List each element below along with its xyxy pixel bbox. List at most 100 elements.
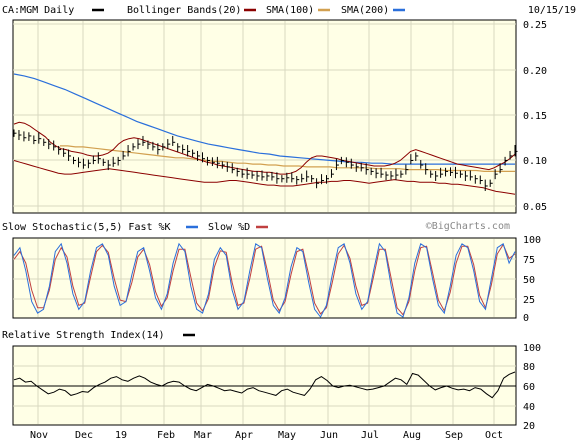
price-panel: CA:MGM Daily Bollinger Bands(20) SMA(100… [2, 5, 576, 232]
price-bar [405, 164, 409, 175]
price-bar [425, 163, 429, 175]
price-bar [201, 152, 205, 163]
rsi-panel: Relative Strength Index(14) 100 80 60 40… [2, 330, 541, 432]
price-bar [157, 143, 161, 155]
price-bar [127, 145, 131, 157]
price-panel-frame [12, 19, 517, 214]
price-bar [48, 139, 52, 150]
price-bar [246, 167, 250, 180]
price-bar [261, 170, 265, 181]
stochastic-panel: Slow Stochastic(5,5) Fast %K Slow %D 100… [2, 222, 541, 324]
price-bar [107, 160, 111, 171]
price-bar [53, 140, 57, 151]
stoch-tick-label-2: 50 [523, 275, 535, 286]
price-bar [291, 172, 295, 183]
price-bar [375, 168, 379, 179]
x-tick-label-6: May [278, 430, 296, 441]
price-bar [162, 143, 166, 151]
price-bar [321, 174, 325, 185]
price-bar [266, 172, 270, 181]
price-bar [147, 140, 151, 150]
price-bar [330, 169, 334, 178]
x-tick-label-7: Jun [320, 430, 338, 441]
stoch-tick-label-1: 75 [523, 255, 535, 266]
stoch-tick-label-0: 100 [523, 235, 541, 246]
price-bar [206, 156, 210, 166]
price-bar [415, 152, 419, 161]
stochastic-panel-frame [12, 237, 517, 319]
price-bar [454, 166, 458, 179]
price-bar [221, 161, 225, 169]
price-bar [236, 167, 240, 177]
price-bar [370, 167, 374, 176]
price-bar [187, 145, 191, 157]
price-bar [316, 178, 320, 189]
price-tick-label-4: 0.05 [523, 202, 547, 213]
price-tick-label-3: 0.10 [523, 156, 547, 167]
price-bar [440, 167, 444, 178]
stoch-tick-label-4: 0 [523, 313, 529, 324]
x-tick-label-4: Mar [194, 430, 212, 441]
sma200-line [13, 73, 515, 165]
price-bar [410, 154, 414, 165]
slow-d-line [13, 243, 516, 316]
x-tick-label-3: Feb [157, 430, 175, 441]
x-tick-label-2: 19 [115, 430, 127, 441]
price-bar [340, 156, 344, 165]
price-bar [326, 175, 330, 184]
price-bar [296, 175, 300, 185]
price-bar [28, 132, 32, 141]
price-bar [23, 131, 27, 142]
price-bar [281, 175, 285, 183]
price-bar [172, 135, 176, 146]
x-tick-label-8: Jul [361, 430, 379, 441]
price-bar [152, 141, 156, 151]
price-bar [430, 170, 434, 178]
price-bar [420, 160, 424, 169]
price-bar [182, 144, 186, 154]
price-bar [400, 170, 404, 178]
price-bars [13, 129, 518, 191]
price-bar [311, 175, 315, 183]
price-gridlines [13, 21, 516, 212]
price-bar [82, 158, 86, 169]
bollinger-upper-line [13, 121, 516, 175]
price-bar [301, 173, 305, 183]
rsi-tick-label-0: 100 [523, 343, 541, 354]
price-bar [177, 143, 181, 152]
price-bar [231, 163, 235, 174]
price-bar [479, 175, 483, 185]
price-bar [385, 171, 389, 181]
price-bar [494, 169, 498, 180]
fast-k-line [13, 242, 516, 318]
price-bar [137, 139, 141, 150]
price-bar [504, 156, 508, 166]
x-tick-label-11: Oct [485, 430, 503, 441]
price-bar [13, 129, 17, 137]
price-bar [43, 138, 47, 146]
x-tick-label-10: Sep [445, 430, 463, 441]
price-bar [469, 170, 473, 181]
price-tick-label-0: 0.25 [523, 20, 547, 31]
price-bar [365, 163, 369, 175]
rsi-tick-label-3: 40 [523, 402, 535, 413]
price-bar [355, 163, 359, 172]
x-tick-label-0: Nov [30, 430, 48, 441]
price-bar [335, 158, 339, 171]
x-tick-label-9: Aug [403, 430, 421, 441]
stochastic-gridlines [13, 239, 516, 317]
price-bar [241, 169, 245, 178]
price-bar [142, 135, 146, 146]
legend-bollinger: Bollinger Bands(20) [127, 5, 241, 16]
price-bar [345, 157, 349, 168]
price-bar [58, 145, 62, 155]
price-bar [112, 156, 116, 167]
sma100-line [60, 145, 515, 172]
rsi-line [13, 371, 516, 399]
price-bar [117, 156, 121, 166]
rsi-tick-label-1: 80 [523, 362, 535, 373]
price-bar [435, 170, 439, 181]
rsi-tick-label-2: 60 [523, 382, 535, 393]
price-bar [192, 149, 196, 157]
